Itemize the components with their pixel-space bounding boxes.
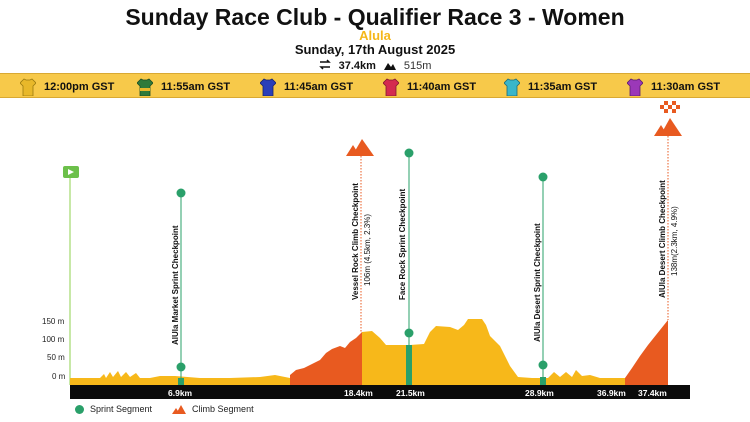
sprint-band-2 xyxy=(406,345,412,385)
race-location: Alula xyxy=(359,28,391,43)
checkpoint-detail-2: 106m (4.5km, 2.3%) xyxy=(363,214,372,286)
start-time: 11:45am GST xyxy=(284,80,354,93)
checkpoint-label-4: AlUla Desert Sprint Checkpoint xyxy=(533,223,542,342)
elevation-profile: 150 m 100 m 50 m 0 m AlUla Market Sprint… xyxy=(42,101,690,399)
elevation-icon xyxy=(383,60,396,73)
y-label-100: 100 m xyxy=(42,335,65,344)
jersey-icon xyxy=(627,78,643,96)
jersey-icon xyxy=(260,78,276,96)
start-time-group-5: 11:35am GST xyxy=(504,74,597,99)
y-label-150: 150 m xyxy=(42,317,65,326)
sprint-marker-bottom-3 xyxy=(538,360,548,370)
km-label-2: 18.4km xyxy=(344,388,373,398)
legend-sprint: Sprint Segment xyxy=(75,404,152,414)
legend-sprint-label: Sprint Segment xyxy=(90,404,153,414)
sprint-marker-top-3 xyxy=(538,172,548,182)
climb-mountain-icon-2 xyxy=(654,118,682,136)
profile-middle-area xyxy=(362,319,625,385)
elevation-value: 515m xyxy=(403,60,432,72)
distance-axis-bar xyxy=(70,385,690,399)
race-title: Sunday Race Club - Qualifier Race 3 - Wo… xyxy=(125,4,625,30)
km-label-5: 36.9km xyxy=(597,388,626,398)
jersey-icon xyxy=(20,78,36,96)
climb-mountain-icon-1 xyxy=(346,139,374,156)
legend: Sprint Segment Climb Segment xyxy=(75,404,254,414)
y-label-0: 0 m xyxy=(52,372,66,381)
legend-climb: Climb Segment xyxy=(172,404,254,414)
start-time-group-3: 11:45am GST xyxy=(260,74,353,99)
start-time-group-6: 11:30am GST xyxy=(627,74,720,99)
start-time-group-2: 11:55am GST xyxy=(137,74,230,99)
checkpoint-detail-6: 138m(2.3km, 4.9%) xyxy=(670,206,679,276)
sprint-band-1 xyxy=(178,378,184,385)
start-time: 11:30am GST xyxy=(651,80,721,93)
checkpoint-label-3: Face Rock Sprint Checkpoint xyxy=(398,189,407,300)
km-label-1: 6.9km xyxy=(168,388,193,398)
climb-mountain-icon xyxy=(172,404,187,414)
checkpoint-label-2: Vessel Rock Climb Checkpoint xyxy=(351,183,360,300)
y-label-50: 50 m xyxy=(47,353,65,362)
sprint-marker-top-2 xyxy=(404,148,414,158)
distance-value: 37.4km xyxy=(338,60,376,72)
start-time: 12:00pm GST xyxy=(44,80,115,93)
start-times-bar: 12:00pm GST 11:55am GST 11:45am GST 11:4… xyxy=(0,73,750,98)
start-time: 11:55am GST xyxy=(161,80,231,93)
sprint-marker-bottom-2 xyxy=(404,328,414,338)
start-flag-icon xyxy=(63,166,79,178)
sprint-dot-icon xyxy=(75,404,84,414)
start-time-group-4: 11:40am GST xyxy=(383,74,476,99)
km-label-6: 37.4km xyxy=(638,388,667,398)
jersey-icon xyxy=(383,78,399,96)
jersey-icon xyxy=(137,78,153,96)
distance-icon xyxy=(318,59,331,73)
checkpoint-label-1: AlUla Market Sprint Checkpoint xyxy=(171,225,180,345)
sprint-marker-top-1 xyxy=(176,188,186,198)
km-label-3: 21.5km xyxy=(396,388,425,398)
start-time-group-1: 12:00pm GST xyxy=(20,74,114,99)
start-time: 11:40am GST xyxy=(407,80,477,93)
km-label-4: 28.9km xyxy=(525,388,554,398)
legend-climb-label: Climb Segment xyxy=(192,404,254,414)
finish-flag-icon xyxy=(660,101,680,113)
sprint-marker-bottom-1 xyxy=(176,362,186,372)
start-time: 11:35am GST xyxy=(528,80,598,93)
checkpoint-label-6: AlUla Desert Climb Checkpoint xyxy=(658,180,667,298)
race-stats: 37.4km 515m xyxy=(0,59,750,73)
race-date: Sunday, 17th August 2025 xyxy=(294,42,456,57)
sprint-band-3 xyxy=(540,377,546,385)
climb-segment-2 xyxy=(625,320,668,385)
climb-segment-1 xyxy=(290,332,362,385)
jersey-icon xyxy=(504,78,520,96)
